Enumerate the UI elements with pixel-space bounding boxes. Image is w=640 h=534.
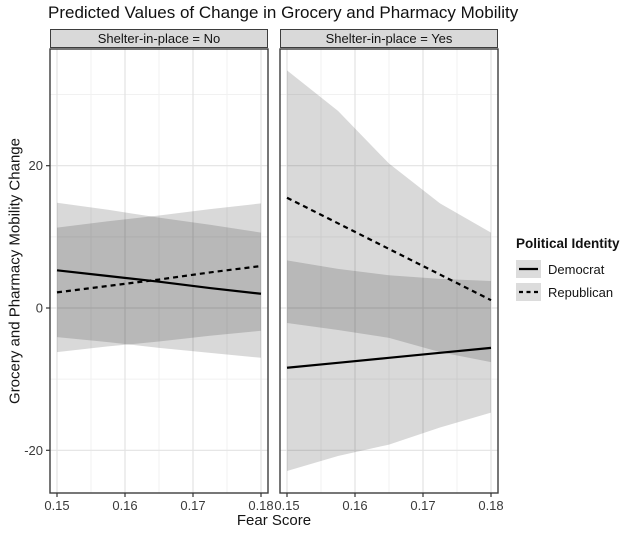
x-tick-label: 0.15 — [274, 498, 299, 513]
facet-strip-no-label: Shelter-in-place = No — [97, 31, 221, 46]
legend-item-republican: Republican — [516, 283, 620, 301]
trend-line-democrat — [56, 269, 262, 295]
chart-title: Predicted Values of Change in Grocery an… — [48, 3, 519, 22]
x-tick-label: 0.16 — [112, 498, 137, 513]
x-tick-label: 0.17 — [180, 498, 205, 513]
ribbon-republican — [57, 203, 261, 353]
legend: Political Identity Democrat Republican — [516, 236, 620, 306]
legend-label-democrat: Democrat — [548, 261, 605, 277]
trend-line-republican — [286, 196, 492, 302]
trend-line-republican — [56, 264, 262, 294]
panel-border — [279, 48, 499, 494]
x-tick-label: 0.18 — [248, 498, 273, 513]
y-tick-label: 20 — [29, 158, 43, 173]
ribbon-democrat — [287, 260, 491, 471]
x-tick-label: 0.16 — [342, 498, 367, 513]
facet-strip-no: Shelter-in-place = No — [50, 29, 268, 48]
panel-border — [49, 48, 269, 494]
facet-strip-yes: Shelter-in-place = Yes — [280, 29, 498, 48]
x-axis-title: Fear Score — [236, 512, 312, 529]
facet-strip-yes-label: Shelter-in-place = Yes — [325, 31, 453, 46]
x-tick-label: 0.15 — [44, 498, 69, 513]
y-tick-label: 0 — [36, 301, 43, 316]
y-axis-title: Grocery and Pharmacy Mobility Change — [6, 138, 24, 404]
x-tick-label: 0.17 — [410, 498, 435, 513]
panel-no: 0.15 0.16 0.17 0.18 — [44, 48, 274, 513]
legend-item-democrat: Democrat — [516, 260, 620, 278]
x-tick-label: 0.18 — [478, 498, 503, 513]
panel-yes: 0.15 0.16 0.17 0.18 — [274, 48, 504, 513]
trend-line-democrat — [286, 346, 492, 369]
y-tick-label: -20 — [24, 443, 43, 458]
legend-key-republican-dashed-line-icon — [516, 283, 541, 301]
legend-title: Political Identity — [516, 236, 620, 251]
legend-label-republican: Republican — [548, 284, 614, 300]
legend-key-democrat-solid-line-icon — [516, 260, 541, 278]
ribbon-republican — [287, 70, 491, 363]
